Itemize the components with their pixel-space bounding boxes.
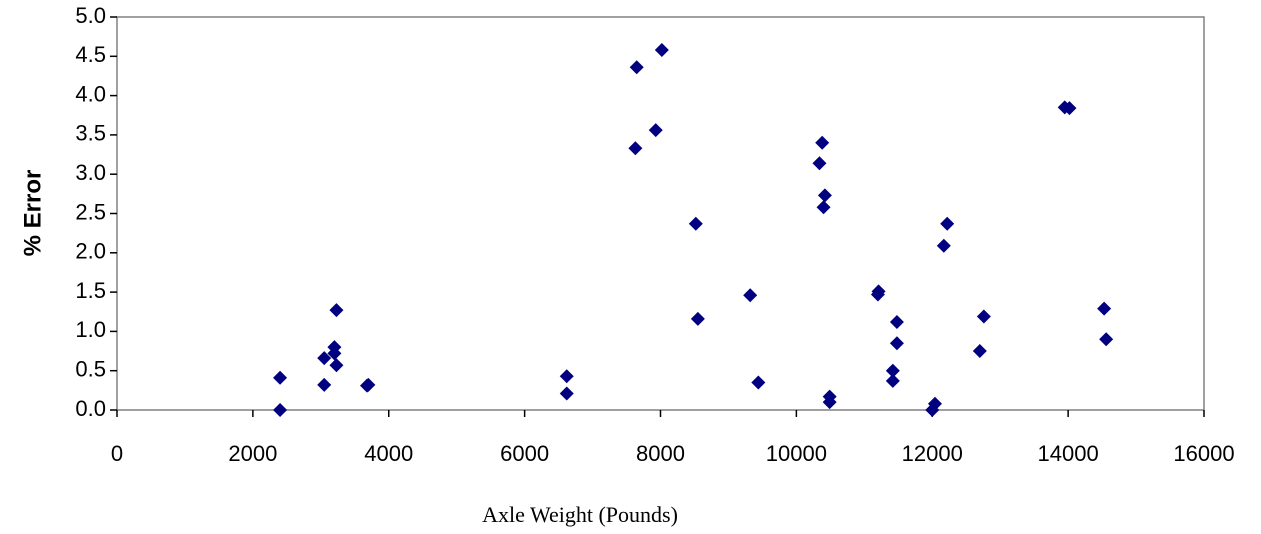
data-point — [1062, 101, 1077, 116]
y-tick-label: 0.5 — [75, 357, 106, 382]
x-tick-label: 4000 — [364, 441, 413, 466]
data-point — [871, 284, 886, 299]
data-point — [273, 403, 288, 417]
x-tick-label: 2000 — [228, 441, 277, 466]
data-point — [889, 336, 904, 351]
x-tick-label: 6000 — [500, 441, 549, 466]
y-tick-label: 3.5 — [75, 121, 106, 146]
data-point — [317, 377, 332, 392]
data-point — [654, 43, 669, 58]
x-axis: 0 2000 4000 6000 8000 10000 12000 14000 16000 — [111, 410, 1235, 466]
data-point — [1099, 332, 1114, 347]
data-point — [816, 200, 831, 215]
data-points — [273, 43, 1114, 417]
y-axis: 0.0 0.5 1.0 1.5 2.0 2.5 3.0 3.5 4.0 4.5 5.0 — [75, 3, 117, 421]
data-point — [559, 386, 574, 401]
data-point — [976, 309, 991, 324]
y-tick-label: 5.0 — [75, 3, 106, 28]
data-point — [273, 370, 288, 385]
y-tick-label: 4.5 — [75, 42, 106, 67]
data-point — [559, 369, 574, 384]
y-tick-label: 2.5 — [75, 199, 106, 224]
data-point — [936, 238, 951, 253]
y-tick-label: 4.0 — [75, 81, 106, 106]
x-tick-label: 12000 — [902, 441, 963, 466]
data-point — [815, 135, 830, 150]
data-point — [743, 288, 758, 303]
x-tick-label: 14000 — [1038, 441, 1099, 466]
y-tick-label: 0.0 — [75, 396, 106, 421]
data-point — [751, 375, 766, 390]
data-point — [885, 373, 900, 388]
x-tick-label: 8000 — [636, 441, 685, 466]
data-point — [812, 156, 827, 171]
data-point — [817, 188, 832, 203]
data-point — [885, 363, 900, 378]
data-point — [361, 377, 376, 392]
x-tick-label: 10000 — [766, 441, 827, 466]
y-tick-label: 3.0 — [75, 160, 106, 185]
plot-area — [116, 16, 1205, 411]
y-tick-label: 1.5 — [75, 278, 106, 303]
data-point — [972, 344, 987, 359]
data-point — [329, 358, 344, 373]
data-point — [648, 123, 663, 138]
data-point — [629, 60, 644, 75]
data-point — [690, 311, 705, 326]
data-point — [317, 351, 332, 366]
y-tick-label: 2.0 — [75, 239, 106, 264]
x-tick-label: 16000 — [1173, 441, 1234, 466]
data-point — [688, 216, 703, 231]
x-tick-label: 0 — [111, 441, 123, 466]
data-point — [889, 314, 904, 329]
x-axis-label: Axle Weight (Pounds) — [482, 502, 678, 527]
y-axis-label: % Error — [19, 170, 46, 257]
data-point — [329, 303, 344, 318]
data-point — [628, 141, 643, 156]
data-point — [940, 216, 955, 231]
y-tick-label: 1.0 — [75, 317, 106, 342]
data-point — [927, 396, 942, 411]
data-point — [327, 340, 342, 355]
data-point — [1097, 301, 1112, 316]
data-point — [822, 395, 837, 410]
